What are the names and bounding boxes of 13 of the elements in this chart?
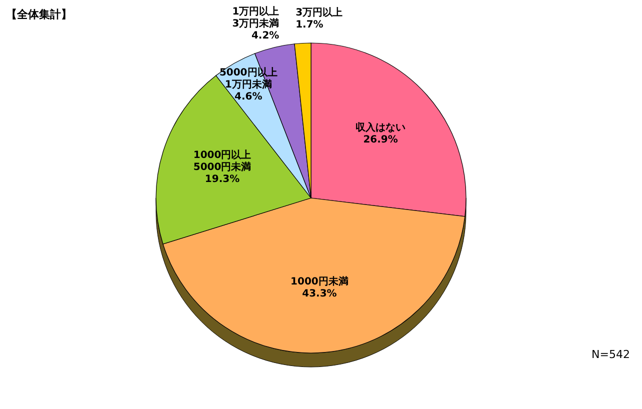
data-label: 19.3% bbox=[204, 174, 240, 186]
slice-label: 収入はない bbox=[356, 121, 406, 134]
data-label: 43.3% bbox=[302, 288, 337, 300]
slice-label: 3万円以上 bbox=[296, 6, 343, 19]
data-label: 4.6% bbox=[234, 91, 262, 102]
data-label: 26.9% bbox=[363, 134, 398, 146]
text: 【全体集計】 bbox=[6, 8, 72, 21]
slice-label: 1万円以上 3万円未満 bbox=[232, 5, 280, 30]
data-label: 1.7% bbox=[296, 20, 324, 31]
text: N=542 bbox=[592, 348, 630, 361]
data-label: 4.2% bbox=[251, 30, 280, 42]
slice-label: 1000円以上 5000円未満 bbox=[193, 149, 252, 174]
slice-label: 1000円未満 bbox=[290, 276, 348, 288]
